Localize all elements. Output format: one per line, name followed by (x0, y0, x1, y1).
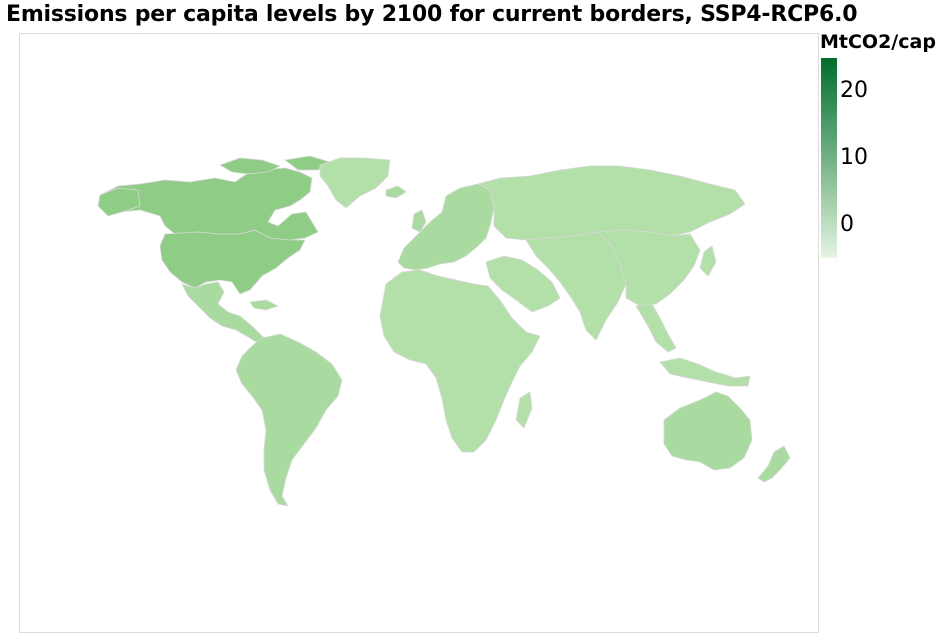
region-caribbean[interactable] (249, 299, 279, 311)
region-greenland[interactable] (319, 157, 391, 209)
region-central-south-asia[interactable] (525, 231, 627, 341)
region-iceland[interactable] (385, 185, 407, 199)
region-mexico-central-america[interactable] (181, 281, 271, 347)
region-middle-east[interactable] (485, 255, 561, 313)
region-southeast-asia[interactable] (635, 303, 751, 387)
region-uk[interactable] (411, 209, 427, 233)
legend-tick-label: 0 (840, 211, 854, 237)
region-australia[interactable] (663, 391, 753, 471)
region-china-east-asia[interactable] (597, 229, 701, 307)
region-japan[interactable] (699, 245, 717, 277)
region-new-zealand[interactable] (757, 445, 791, 483)
legend-title: MtCO2/cap (820, 31, 936, 53)
legend-color-bar (821, 58, 837, 258)
chart-title: Emissions per capita levels by 2100 for … (6, 2, 858, 27)
legend-tick-label: 10 (840, 145, 868, 170)
region-madagascar[interactable] (515, 391, 533, 429)
legend-tick-label: 20 (840, 78, 868, 104)
region-russia[interactable] (477, 165, 746, 241)
region-canada[interactable] (99, 167, 319, 241)
map-frame (19, 33, 819, 633)
region-alaska[interactable] (97, 187, 141, 217)
region-south-america[interactable] (235, 333, 343, 507)
region-africa[interactable] (379, 269, 541, 453)
region-usa[interactable] (159, 229, 306, 295)
region-europe[interactable] (397, 183, 495, 271)
